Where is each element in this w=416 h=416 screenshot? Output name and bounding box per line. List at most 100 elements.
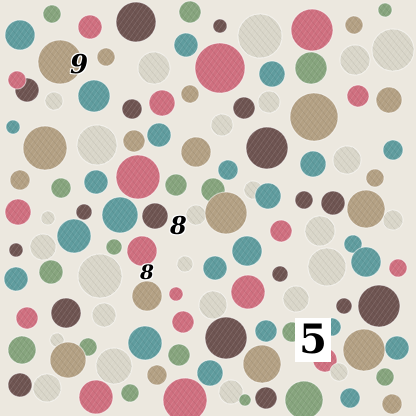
polka-dot (342, 328, 386, 372)
polka-dot (4, 19, 36, 51)
polka-dot (257, 90, 281, 114)
polka-dot (365, 168, 385, 188)
polka-dot (329, 362, 349, 382)
polka-dot (173, 32, 199, 58)
polka-dot (375, 367, 395, 387)
polka-dot (357, 284, 401, 328)
polka-dot (294, 51, 328, 85)
polka-dot (105, 238, 123, 256)
polka-dot (37, 39, 83, 85)
polka-dot (29, 233, 57, 261)
polka-dot (343, 234, 363, 254)
polka-dot (7, 70, 27, 90)
polka-dot (3, 266, 29, 292)
polka-dot (44, 91, 64, 111)
polka-dot (381, 393, 403, 415)
polka-dot (346, 84, 370, 108)
polka-dot (304, 215, 336, 247)
polka-dot (91, 302, 117, 328)
polka-dot (162, 377, 208, 416)
polka-dot (212, 18, 228, 34)
polka-dot (271, 265, 289, 283)
polka-dot (56, 218, 92, 254)
polka-dot (176, 255, 194, 273)
polka-dot (290, 8, 334, 52)
polka-dot (350, 246, 382, 278)
polka-dot (254, 182, 282, 210)
polka-dot (382, 209, 404, 231)
polka-dot (294, 190, 314, 210)
polka-dot (76, 124, 118, 166)
polka-dot (148, 89, 176, 117)
polka-dot (254, 319, 278, 343)
polka-dot (122, 129, 146, 153)
polka-dot (371, 28, 415, 72)
polka-dot (131, 280, 163, 312)
polka-dot (320, 190, 346, 216)
polka-dot (245, 126, 289, 170)
polka-dot (218, 379, 244, 405)
hidden-number-8-lower[interactable]: 8 (140, 260, 154, 284)
polka-dot (346, 189, 386, 229)
polka-dot (194, 42, 246, 94)
polka-dot (382, 139, 404, 161)
polka-dot (7, 372, 33, 398)
polka-dot (282, 285, 310, 313)
polka-dot (115, 154, 161, 200)
hidden-number-8-upper[interactable]: 8 (170, 211, 187, 240)
polka-dot (164, 173, 188, 197)
polka-dot (196, 359, 224, 387)
polka-dot (168, 286, 184, 302)
polka-dot (5, 119, 21, 135)
polka-dot (339, 44, 371, 76)
polka-dot (15, 306, 39, 330)
polka-dot (146, 364, 168, 386)
polka-dot (50, 177, 72, 199)
polka-dot (258, 60, 286, 88)
polka-dot (137, 51, 171, 85)
polka-dot (50, 297, 82, 329)
polka-dot (242, 344, 282, 384)
polka-dot (335, 297, 353, 315)
polka-dot (77, 14, 103, 40)
polka-dot (49, 341, 87, 379)
polka-dot (77, 253, 123, 299)
polka-dot (202, 255, 228, 281)
polka-dot (78, 379, 114, 415)
polka-dot (7, 335, 37, 365)
polka-dot (101, 196, 139, 234)
polka-dot (121, 98, 143, 120)
polka-dot (9, 169, 31, 191)
polka-dot (120, 383, 140, 403)
polka-dot (238, 393, 252, 407)
polka-dot (127, 325, 163, 361)
polka-dot (22, 125, 68, 171)
polka-dot (254, 386, 278, 410)
polka-dot (339, 387, 361, 409)
hidden-number-9[interactable]: 9 (70, 50, 89, 80)
polka-dot (171, 310, 195, 334)
polka-dot (115, 1, 157, 43)
polka-dot (384, 335, 410, 361)
polka-dot (40, 210, 56, 226)
polka-dot (141, 202, 169, 230)
polka-dot (180, 84, 200, 104)
polka-dot (198, 290, 228, 320)
polka-dot (167, 343, 191, 367)
polka-dot (231, 235, 263, 267)
polka-dot (237, 13, 283, 59)
polka-dot (96, 47, 116, 67)
hidden-number-5[interactable]: 5 (295, 318, 331, 362)
polka-dot (32, 373, 62, 403)
polka-dot (126, 235, 158, 267)
polka-dot (375, 86, 403, 114)
polka-dot (178, 0, 202, 24)
polka-dot (289, 92, 339, 142)
polka-dot (204, 191, 248, 235)
polka-dot (77, 79, 111, 113)
polka-dot (269, 219, 293, 243)
polka-dot (388, 258, 408, 278)
polka-dot (42, 4, 62, 24)
